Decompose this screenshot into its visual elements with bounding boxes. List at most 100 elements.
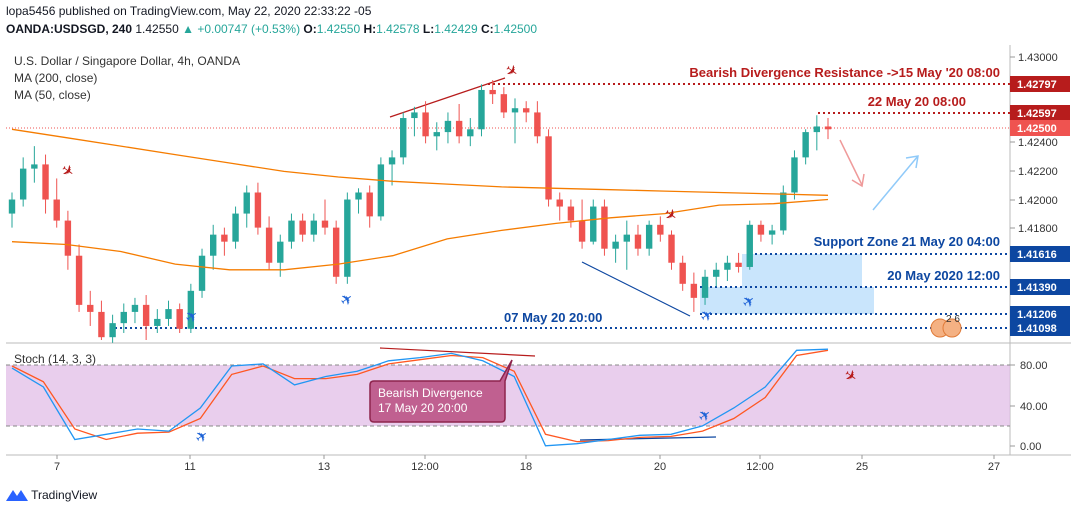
symbol-label: OANDA:USDSGD, 240 [6, 22, 133, 36]
last-price: 1.42550 [135, 22, 179, 36]
candle-body [791, 157, 798, 193]
time-tick-label: 18 [520, 461, 532, 473]
candle-body [590, 206, 597, 242]
candle-body [355, 192, 362, 200]
bearish-divergence-stoch-line [379, 347, 536, 357]
time-tick-label: 12:00 [746, 461, 774, 473]
high-value: 1.42578 [376, 22, 420, 36]
down-projection-arrow [839, 139, 863, 186]
candle-body [601, 206, 608, 249]
candle-body [254, 192, 262, 228]
candle-body [411, 112, 418, 119]
stochastic-group [11, 348, 829, 447]
candle-body [556, 199, 563, 207]
candle-body [713, 269, 720, 277]
candle-body [534, 112, 541, 137]
candle-body [321, 220, 329, 228]
candle-body [243, 192, 250, 214]
candle-body [42, 164, 49, 200]
support-zone-upper [742, 254, 862, 287]
support-zone-annotation: Support Zone 21 May 20 04:00 [814, 234, 1000, 249]
candle-body [332, 227, 340, 277]
events-badge-icon[interactable] [942, 318, 962, 338]
resistance-annotation: Bearish Divergence Resistance ->15 May '… [689, 65, 1000, 80]
candle-body [455, 120, 463, 137]
price-badge-label: 1.41390 [1017, 282, 1057, 294]
tradingview-logo-icon [6, 490, 28, 501]
candle-body [265, 227, 273, 263]
up-projection-arrow [872, 155, 919, 211]
up-projection-arrowhead [905, 155, 919, 169]
close-value: 1.42500 [493, 22, 538, 36]
brand-text: TradingView [31, 488, 98, 502]
candle-body [288, 220, 295, 242]
candle-body [299, 220, 306, 235]
stoch-axis: 80.00 40.00 0.00 [1010, 360, 1048, 453]
time-tick-label: 27 [988, 461, 1000, 473]
candle-body [109, 323, 116, 338]
ma200-line [11, 128, 829, 196]
candle-body [8, 199, 16, 214]
price-badge [1010, 105, 1070, 121]
candle-body [19, 168, 27, 200]
candle-body [187, 290, 195, 329]
bullish-divergence-price-line [581, 261, 691, 317]
price-badges: 1.42797 1.42597 1.42500 1.41616 1.41390 1.412… [1010, 76, 1070, 336]
candle-body [489, 89, 496, 95]
publisher-line: lopa5456 published on TradingView.com, M… [6, 4, 371, 18]
open-label: O: [303, 22, 317, 36]
price-badge-label: 1.42797 [1017, 79, 1057, 91]
low-label: L: [422, 22, 435, 36]
price-badge [1010, 306, 1070, 322]
high-label: H: [363, 22, 377, 36]
candle-body [567, 206, 575, 221]
candle-body [522, 108, 530, 113]
price-tick-label: 1.42200 [1018, 166, 1058, 178]
tradingview-brand[interactable]: TradingView [6, 487, 97, 502]
price-badge-label: 1.42597 [1017, 108, 1057, 120]
stoch-k-line [11, 348, 829, 447]
candle-body [176, 309, 183, 329]
candle-body [344, 199, 351, 277]
publisher-text: lopa5456 published on TradingView.com, M… [6, 4, 372, 18]
bearish-rocket-icon: ✈ [57, 161, 77, 182]
candle-body [824, 126, 832, 130]
bearish-rocket-icon: ✈ [660, 205, 680, 226]
divergence-callout-box [369, 359, 513, 423]
bearish-divergence-price-line [389, 77, 506, 118]
candle-body [500, 94, 508, 113]
price-tick-label: 1.42400 [1018, 137, 1058, 149]
candle-body [612, 241, 619, 249]
candle-body [131, 304, 139, 312]
candle-body [422, 112, 429, 137]
quote-line: OANDA:USDSGD, 240 1.42550 ▲ +0.00747 (+0… [6, 22, 537, 36]
stoch-legend: Stoch (14, 3, 3) [14, 352, 96, 366]
candle-body [545, 136, 552, 200]
callout-line1: Bearish Divergence [378, 386, 483, 400]
bullish-rocket-icon: ✈ [337, 289, 357, 310]
candle-body [467, 129, 474, 137]
candle-body [232, 213, 239, 242]
stoch-d-line [11, 349, 829, 443]
close-label: C: [480, 22, 494, 36]
price-axis: 1.430001.424001.422001.420001.418001.414… [1010, 52, 1058, 294]
stoch-tick-label: 40.00 [1020, 401, 1048, 413]
candle-body [400, 118, 407, 158]
candle-body [310, 220, 318, 235]
candle-body [578, 220, 586, 242]
candle-body [645, 224, 653, 249]
price-badge-label: 1.41098 [1017, 323, 1057, 335]
candle-body [701, 276, 709, 298]
candle-body [511, 108, 519, 113]
candle-body [198, 255, 206, 291]
candle-body [388, 157, 396, 165]
price-badge-label: 1.42500 [1017, 123, 1057, 135]
time-tick-label: 20 [654, 461, 666, 473]
candle-body [210, 234, 217, 256]
callout-line2: 17 May 20 20:00 [378, 401, 468, 415]
candle-body [757, 224, 765, 235]
time-tick-label: 7 [54, 461, 60, 473]
stoch-band [6, 365, 1010, 426]
candle-body [657, 224, 664, 235]
